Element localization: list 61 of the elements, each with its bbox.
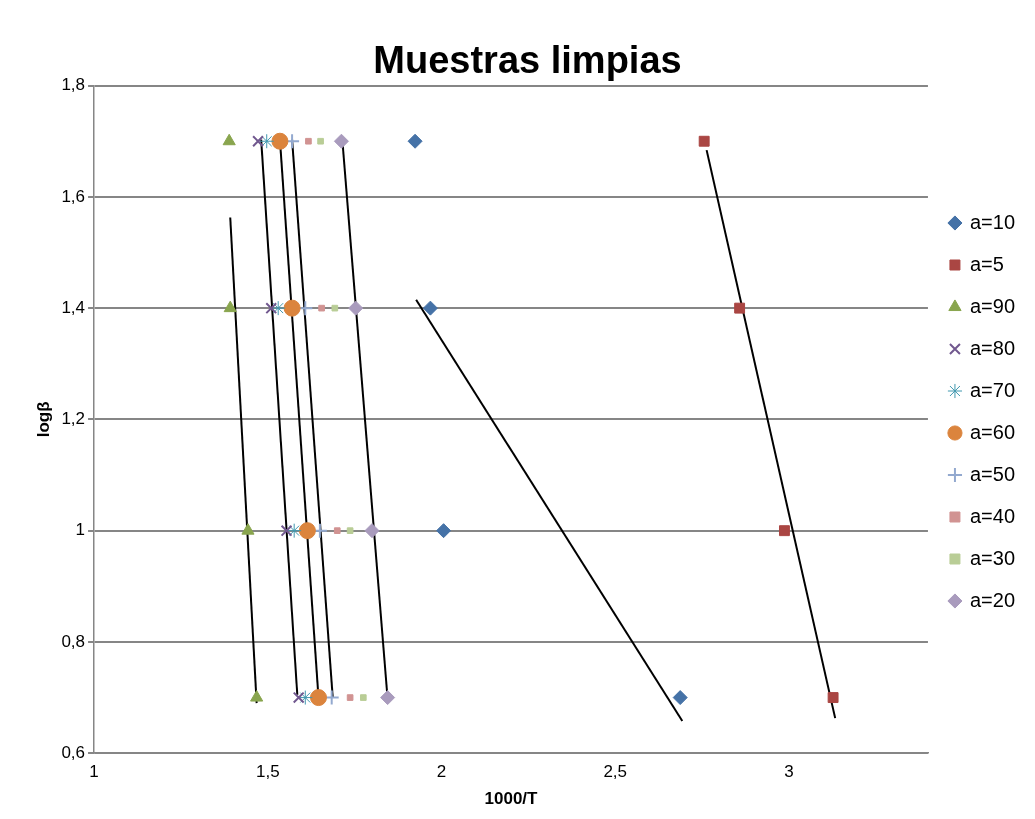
y-tick-label: 1,6: [61, 186, 86, 206]
point: [305, 137, 312, 145]
point: [283, 299, 301, 317]
point: [380, 690, 396, 706]
point: [223, 300, 237, 313]
legend-label: a=70: [969, 378, 1016, 401]
x-axis-title: 1000/T: [484, 789, 539, 809]
point: [222, 133, 236, 146]
x-tick-label: 1,5: [255, 762, 280, 782]
point: [271, 132, 289, 150]
x-tick-label: 3: [784, 762, 794, 782]
point: [241, 523, 255, 535]
point: [333, 527, 341, 534]
point: [265, 302, 278, 315]
y-axis-title: logβ: [33, 401, 53, 438]
y-tick-label: 1: [75, 520, 86, 540]
y-tick-label: 1,4: [61, 297, 86, 317]
point: [407, 133, 423, 149]
point: [317, 137, 324, 145]
y-tick-label: 0,8: [61, 631, 86, 651]
point: [779, 525, 790, 537]
point: [286, 523, 302, 539]
y-tick-label: 0,6: [61, 742, 86, 762]
point: [672, 690, 688, 706]
point: [280, 524, 293, 537]
chart-title: Muestras limpias: [373, 39, 682, 82]
legend-label: a=5: [969, 252, 1004, 275]
point: [359, 694, 367, 701]
legend-label: a=40: [969, 504, 1016, 527]
point: [827, 692, 839, 704]
point: [250, 690, 264, 702]
point: [346, 694, 354, 701]
y-tick-label: 1,2: [61, 409, 86, 429]
point: [698, 135, 710, 147]
point: [270, 300, 286, 316]
legend-label: a=30: [969, 546, 1016, 569]
point: [292, 691, 305, 704]
legend-label: a=10: [969, 210, 1016, 233]
y-tick-label: 1,8: [61, 75, 86, 95]
point: [364, 523, 380, 539]
point: [331, 304, 339, 312]
legend-label: a=80: [969, 336, 1016, 359]
x-tick-label: 2: [436, 762, 447, 782]
legend-label: a=20: [969, 588, 1016, 611]
point: [734, 302, 746, 314]
point: [297, 690, 313, 706]
legend-label: a=90: [969, 294, 1016, 317]
point: [252, 135, 264, 148]
point: [318, 304, 325, 312]
point: [422, 300, 438, 316]
point: [333, 133, 349, 149]
x-tick-label: 2,5: [603, 762, 628, 782]
point: [298, 522, 316, 540]
point: [348, 300, 364, 316]
point: [346, 527, 354, 534]
legend-label: a=50: [969, 462, 1016, 485]
point: [436, 523, 452, 539]
x-tick-label: 1: [89, 762, 99, 782]
point: [259, 133, 275, 149]
legend-label: a=60: [969, 420, 1016, 443]
point: [310, 689, 327, 707]
